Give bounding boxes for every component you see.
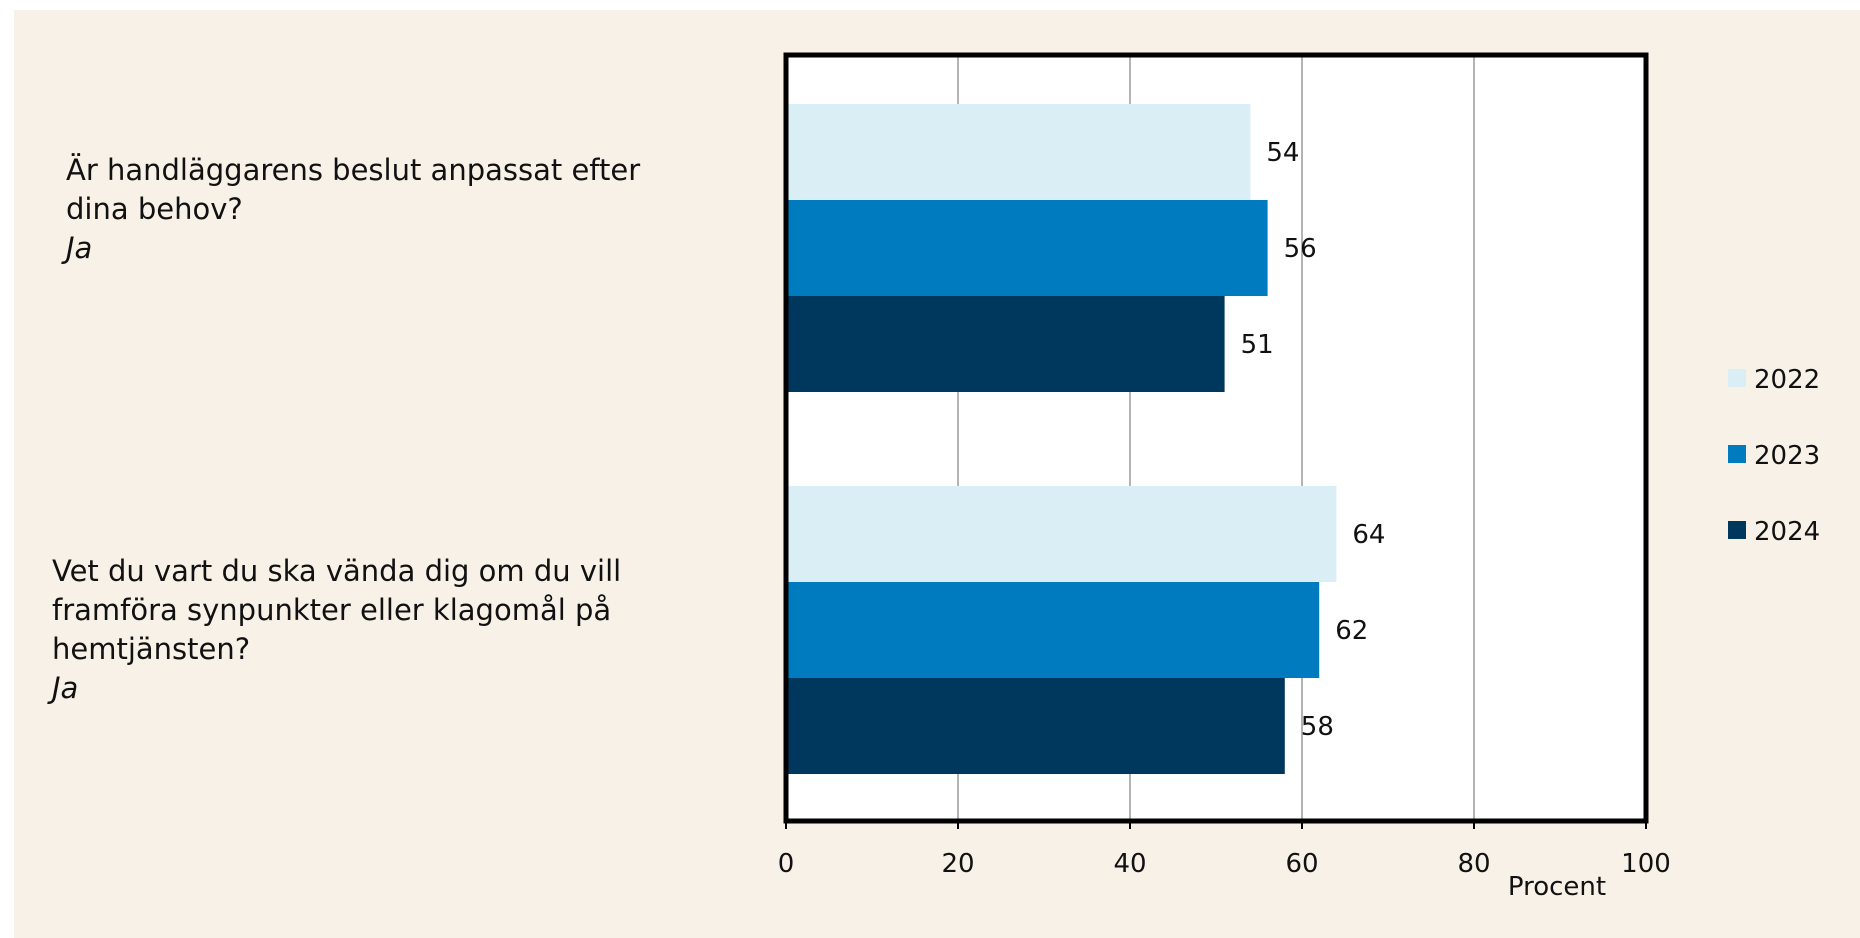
bar-2023-0: [786, 200, 1268, 296]
category-answer-0: Ja: [66, 231, 93, 265]
category-label-0: Är handläggarens beslut anpassat efter d…: [66, 151, 686, 268]
legend-swatch-2022: [1728, 369, 1746, 387]
legend-label-2022: 2022: [1754, 365, 1820, 395]
legend-swatch-2023: [1728, 445, 1746, 463]
legend-label-2023: 2023: [1754, 441, 1820, 471]
legend-label-2024: 2024: [1754, 517, 1820, 547]
data-label-2023-0: 56: [1284, 234, 1317, 264]
data-label-2024-1: 58: [1301, 712, 1334, 742]
category-answer-1: Ja: [52, 671, 79, 705]
legend-swatch-2024: [1728, 521, 1746, 539]
x-axis-title: Procent: [1508, 872, 1606, 902]
category-question-0: Är handläggarens beslut anpassat efter d…: [66, 153, 641, 226]
bar-2024-1: [786, 678, 1285, 774]
data-label-2022-1: 64: [1352, 520, 1385, 550]
x-tick-label-4: 80: [1457, 849, 1490, 879]
bar-2024-0: [786, 296, 1225, 392]
x-tick-label-1: 20: [941, 849, 974, 879]
category-label-1: Vet du vart du ska vända dig om du vill …: [52, 552, 672, 708]
bar-2023-1: [786, 582, 1320, 678]
category-question-1: Vet du vart du ska vända dig om du vill …: [52, 554, 622, 666]
x-tick-label-2: 40: [1113, 849, 1146, 879]
x-tick-label-3: 60: [1285, 849, 1318, 879]
data-label-2024-0: 51: [1241, 330, 1274, 360]
x-tick-label-0: 0: [778, 849, 795, 879]
bar-2022-0: [786, 104, 1251, 200]
x-tick-label-5: 100: [1621, 849, 1671, 879]
bar-2022-1: [786, 486, 1337, 582]
data-label-2023-1: 62: [1335, 616, 1368, 646]
data-label-2022-0: 54: [1266, 138, 1299, 168]
